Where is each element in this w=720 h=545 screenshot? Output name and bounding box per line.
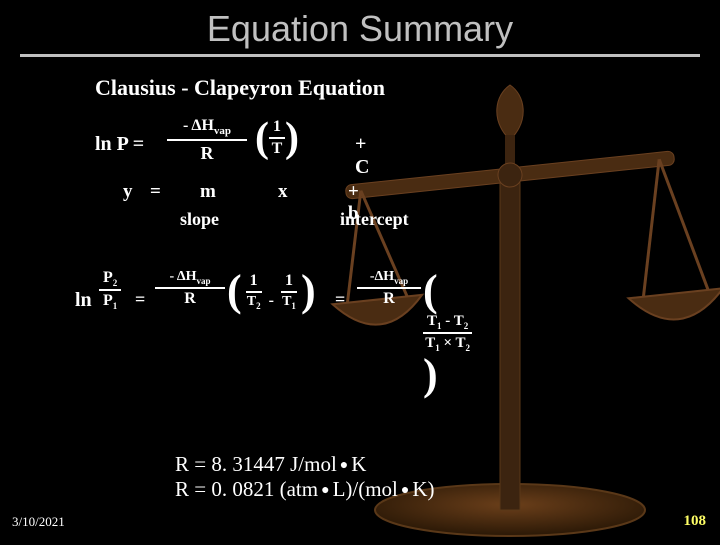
lin-x: x [278,181,288,203]
slide-title: Equation Summary [20,0,700,57]
equation-2: ln P2 P1 = - ΔHvap R ( 1T2 - 1T1 ) = [75,269,385,339]
eq2-vap1: vap [197,276,211,286]
eq2-minus: - [266,292,277,310]
footer-date: 3/10/2021 [12,514,65,530]
eq2-t2a-sub: 2 [256,300,261,310]
eq2-tn1: T [427,313,437,329]
eq2-r2: R [357,289,421,308]
eq2-t2a: T [247,294,256,309]
eq1-paren: (1T) [255,117,299,159]
eq2-tn-minus: - [445,313,450,329]
eq2-equals-1: = [135,289,145,310]
lin-m: m [200,181,216,203]
r2-pre: R = 0. 0821 (atm [175,477,318,501]
r-constants: R = 8. 31447 J/mol●K R = 0. 0821 (atm●L)… [175,452,435,502]
eq2-r1: R [155,289,225,308]
eq1-lhs: ln P = [95,133,144,156]
r-value-2: R = 0. 0821 (atm●L)/(mol●K) [175,477,435,502]
r1-post: K [351,452,366,476]
eq2-dh-over-r: - ΔHvap R [155,269,225,308]
eq2-p2-sub: 2 [113,278,118,288]
clausius-heading: Clausius - Clapeyron Equation [95,75,385,101]
slope-intercept-labels: slope intercept [95,209,385,233]
eq2-temp-diff: ( 1T2 - 1T1 ) [227,269,316,313]
r2-mid: L)/(mol [333,477,398,501]
eq2-one-a: 1 [246,272,262,293]
eq1-paren-num: 1 [269,118,285,139]
eq2-final-term: ( T1 - T2 T1 × T2 ) [423,269,472,397]
eq2-td2s: 2 [466,343,471,353]
equation-1: ln P = - ΔHvap R (1T) + C [95,117,385,173]
linear-form: y = m x + b [95,181,385,205]
dot-icon: ● [318,483,332,498]
lin-y: y [123,181,133,203]
eq2-dh-over-r-2: -ΔHvap R [357,269,421,308]
eq1-rhs: + C [355,133,385,179]
eq2-dh: - ΔH [169,269,196,284]
eq2-vap2: vap [394,276,408,286]
eq2-p-ratio: P2 P1 [99,269,121,311]
eq2-td1: T [425,335,435,351]
eq2-one-b: 1 [281,272,297,293]
eq2-p1: P [103,292,113,309]
equation-block: Clausius - Clapeyron Equation ln P = - Δ… [95,75,385,339]
r-value-1: R = 8. 31447 J/mol●K [175,452,435,477]
eq2-t1a-sub: 1 [291,300,296,310]
r2-post: K) [412,477,434,501]
eq2-dh2: -ΔH [370,269,394,284]
eq2-ln: ln [75,289,92,312]
eq2-p1-sub: 1 [113,301,118,311]
dot-icon: ● [398,483,412,498]
eq2-tn2s: 2 [464,321,469,331]
eq2-equals-2: = [335,289,345,310]
eq1-paren-den: T [269,139,285,158]
label-slope: slope [180,209,219,230]
eq1-num: - ΔH [183,117,214,134]
page-number: 108 [684,513,707,530]
eq1-num-sub: vap [214,125,231,137]
eq1-fraction: - ΔHvap R [167,117,247,164]
eq2-tn2: T [454,313,464,329]
label-intercept: intercept [340,209,409,230]
eq2-td2: T [456,335,466,351]
r1-pre: R = 8. 31447 J/mol [175,452,337,476]
eq1-den: R [167,141,247,164]
lin-eq: = [150,181,161,203]
eq2-p2: P [103,269,113,286]
dot-icon: ● [337,458,351,473]
eq2-t1a: T [282,294,291,309]
eq2-tn1s: 1 [437,321,442,331]
